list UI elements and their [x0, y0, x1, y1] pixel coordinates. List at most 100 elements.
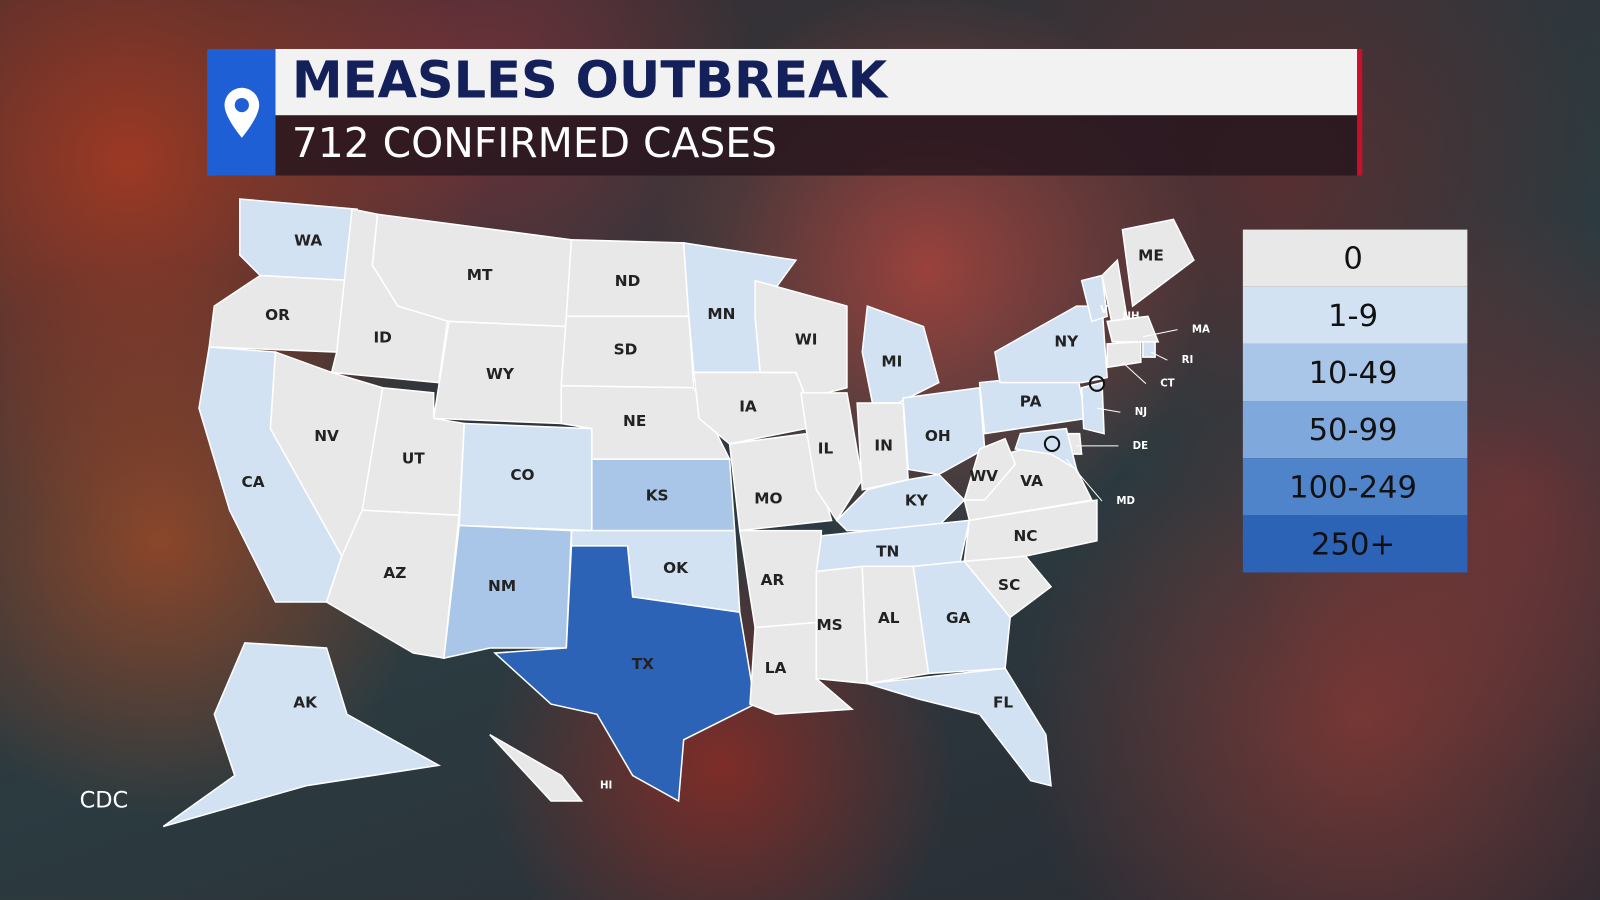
state-label: DE	[1133, 441, 1148, 452]
legend-swatch	[1242, 458, 1468, 516]
accent	[1357, 48, 1363, 176]
state	[902, 386, 986, 476]
map: WA OR CA ID NV MT WY UT AZ CO NM ND SD NE KS OK TX MN IA MO…	[162, 198, 1210, 828]
state	[1142, 341, 1156, 358]
city-marker	[1043, 435, 1061, 453]
state-label: NH	[1122, 311, 1139, 322]
state-label: TX	[632, 655, 654, 673]
state-label: AL	[878, 609, 900, 627]
state-label: GA	[946, 609, 971, 627]
state	[1106, 341, 1142, 369]
state	[867, 667, 1052, 787]
state-label: AK	[293, 694, 318, 712]
legend-label: 10-49	[1309, 356, 1398, 391]
legend-label: 1-9	[1328, 299, 1378, 334]
leader-line	[1065, 458, 1103, 502]
legend-swatch	[1242, 343, 1468, 402]
state-label: OK	[663, 559, 689, 577]
state-label: RI	[1182, 355, 1194, 366]
state-label: MS	[816, 616, 842, 634]
state-label: CO	[510, 466, 534, 484]
state-label: FL	[993, 694, 1013, 712]
state-label: KS	[646, 486, 669, 504]
state-label: WV	[969, 467, 998, 485]
state-label: WA	[294, 231, 322, 249]
state	[442, 524, 573, 660]
state	[1080, 381, 1105, 435]
legend-label: 100-249	[1289, 470, 1417, 505]
state	[815, 565, 869, 685]
subtitle-bar	[275, 115, 1358, 176]
state-label: MT	[467, 266, 493, 284]
state	[728, 432, 833, 532]
leader-line	[1150, 351, 1168, 361]
state	[489, 734, 584, 802]
legend-label: 0	[1343, 242, 1362, 277]
state-label: ID	[373, 328, 391, 346]
state	[208, 274, 353, 353]
leader-line	[1142, 329, 1178, 338]
state-label: CT	[1160, 379, 1174, 390]
state	[963, 437, 1017, 501]
state-label: NE	[623, 412, 646, 430]
state-label: OH	[925, 427, 951, 445]
state-label: TN	[876, 543, 899, 561]
state-label: VT	[1100, 305, 1115, 316]
state-label: NJ	[1135, 407, 1147, 418]
state-label: NM	[488, 577, 516, 595]
state	[835, 473, 966, 532]
legend-swatch	[1242, 229, 1468, 287]
state	[1080, 274, 1108, 323]
state-label: WI	[795, 330, 818, 348]
state-label: MN	[707, 305, 735, 323]
state-label: AR	[761, 571, 785, 589]
state-label: HI	[600, 781, 612, 792]
state-label: KY	[905, 492, 929, 510]
state-label: ME	[1138, 247, 1164, 265]
state-label: ND	[615, 272, 641, 290]
pin-icon	[224, 87, 260, 138]
state-label: VA	[1020, 472, 1043, 490]
city-marker	[1088, 375, 1106, 392]
state	[994, 305, 1108, 384]
state-label: OR	[265, 306, 290, 324]
state-label: NV	[314, 427, 339, 445]
leader-line	[1096, 407, 1121, 413]
source: CDC	[80, 788, 129, 814]
state-label: SD	[614, 341, 638, 359]
legend: 0 1-9 10-49 50-99 100-249 250+	[1242, 229, 1468, 573]
state-label: IA	[739, 398, 757, 416]
state-label: CA	[242, 473, 265, 491]
leader-line	[1122, 361, 1147, 385]
state	[754, 279, 848, 399]
legend-label: 250+	[1311, 527, 1395, 562]
state	[1106, 315, 1160, 343]
state-label: IL	[818, 439, 834, 457]
state-label: UT	[402, 450, 425, 468]
state-label: NC	[1013, 527, 1037, 545]
state-label: MO	[754, 489, 782, 507]
state-label: AZ	[383, 564, 406, 582]
state-label: MI	[881, 353, 902, 371]
state	[162, 642, 442, 828]
state-label: IN	[874, 436, 893, 454]
legend-swatch	[1242, 515, 1468, 573]
title: MEASLES OUTBREAK	[292, 52, 890, 111]
state	[912, 560, 1011, 675]
legend-label: 50-99	[1309, 413, 1398, 448]
state-label: MD	[1116, 496, 1135, 507]
state-label: MA	[1192, 325, 1210, 336]
legend-swatch	[1242, 286, 1468, 344]
state-label: PA	[1020, 393, 1042, 411]
subtitle: 712 CONFIRMED CASES	[292, 119, 777, 167]
state-label: NY	[1054, 332, 1079, 350]
state	[493, 545, 756, 803]
title-bar	[275, 48, 1358, 116]
legend-swatch	[1242, 401, 1468, 459]
state-label: SC	[998, 576, 1020, 594]
state-label: WY	[486, 365, 515, 383]
state	[1121, 218, 1195, 308]
state-label: LA	[765, 659, 787, 677]
